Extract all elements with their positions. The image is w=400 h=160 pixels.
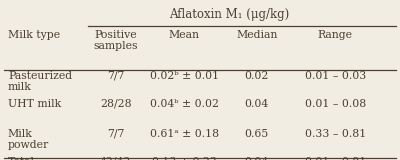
Text: Aflatoxin M₁ (μg/kg): Aflatoxin M₁ (μg/kg) [169,8,290,21]
Text: 0.61ᵃ ± 0.18: 0.61ᵃ ± 0.18 [150,129,219,139]
Text: 7/7: 7/7 [107,71,124,81]
Text: 42/42: 42/42 [100,157,132,160]
Text: 0.01 – 0.03: 0.01 – 0.03 [305,71,366,81]
Text: 0.04ᵇ ± 0.02: 0.04ᵇ ± 0.02 [150,99,219,109]
Text: Milk
powder: Milk powder [8,129,49,150]
Text: 0.01 – 0.08: 0.01 – 0.08 [305,99,366,109]
Text: Mean: Mean [169,30,200,40]
Text: 0.04: 0.04 [245,157,269,160]
Text: 28/28: 28/28 [100,99,132,109]
Text: 0.04: 0.04 [245,99,269,109]
Text: 0.13 ± 0.23: 0.13 ± 0.23 [152,157,217,160]
Text: Median: Median [236,30,278,40]
Text: 0.01 – 0.81: 0.01 – 0.81 [305,157,366,160]
Text: Milk type: Milk type [8,30,60,40]
Text: Total: Total [8,157,35,160]
Text: 0.65: 0.65 [245,129,269,139]
Text: 0.02ᵇ ± 0.01: 0.02ᵇ ± 0.01 [150,71,219,81]
Text: Pasteurized
milk: Pasteurized milk [8,71,72,92]
Text: UHT milk: UHT milk [8,99,61,109]
Text: 0.02: 0.02 [245,71,269,81]
Text: Range: Range [318,30,353,40]
Text: Positive
samples: Positive samples [94,30,138,51]
Text: 0.33 – 0.81: 0.33 – 0.81 [305,129,366,139]
Text: 7/7: 7/7 [107,129,124,139]
